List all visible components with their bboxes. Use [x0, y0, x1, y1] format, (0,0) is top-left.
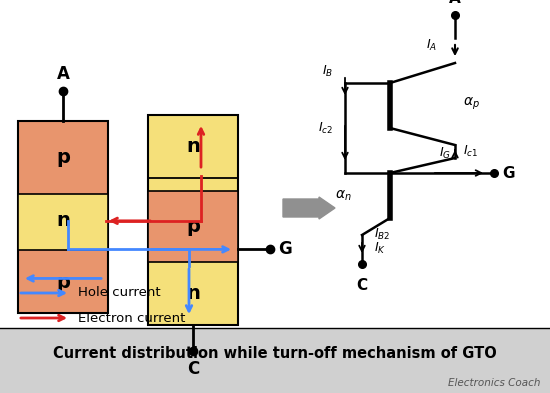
Text: C: C	[356, 278, 367, 293]
Text: n: n	[186, 284, 200, 303]
Text: A: A	[57, 65, 69, 83]
Text: G: G	[502, 165, 514, 180]
Text: $I_G$: $I_G$	[439, 146, 451, 161]
Text: n: n	[56, 211, 70, 230]
Text: G: G	[278, 241, 292, 259]
Bar	[148, 191, 238, 262]
Bar	[148, 115, 238, 325]
Text: $I_{c2}$: $I_{c2}$	[318, 120, 333, 136]
Text: Electron current: Electron current	[78, 312, 185, 325]
Text: $\alpha_n$: $\alpha_n$	[336, 188, 352, 203]
Text: $I_{B2}$: $I_{B2}$	[374, 227, 390, 242]
Text: n: n	[186, 137, 200, 156]
Text: $I_K$: $I_K$	[374, 241, 386, 256]
Text: $I_B$: $I_B$	[322, 63, 333, 79]
FancyArrow shape	[283, 197, 335, 219]
Text: Electronics Coach: Electronics Coach	[448, 378, 540, 388]
Text: p: p	[56, 273, 70, 292]
Text: $I_{c1}$: $I_{c1}$	[463, 144, 478, 159]
Text: A: A	[449, 0, 461, 6]
Bar	[18, 121, 108, 313]
Text: $\alpha_p$: $\alpha_p$	[463, 96, 480, 112]
Text: p: p	[56, 148, 70, 167]
Text: Hole current: Hole current	[78, 286, 161, 299]
Bar	[18, 194, 108, 250]
Text: $I_A$: $I_A$	[426, 38, 437, 53]
Bar	[0, 328, 550, 393]
Text: p: p	[186, 217, 200, 236]
Text: Current distribution while turn-off mechanism of GTO: Current distribution while turn-off mech…	[53, 345, 497, 360]
Text: C: C	[187, 360, 199, 378]
